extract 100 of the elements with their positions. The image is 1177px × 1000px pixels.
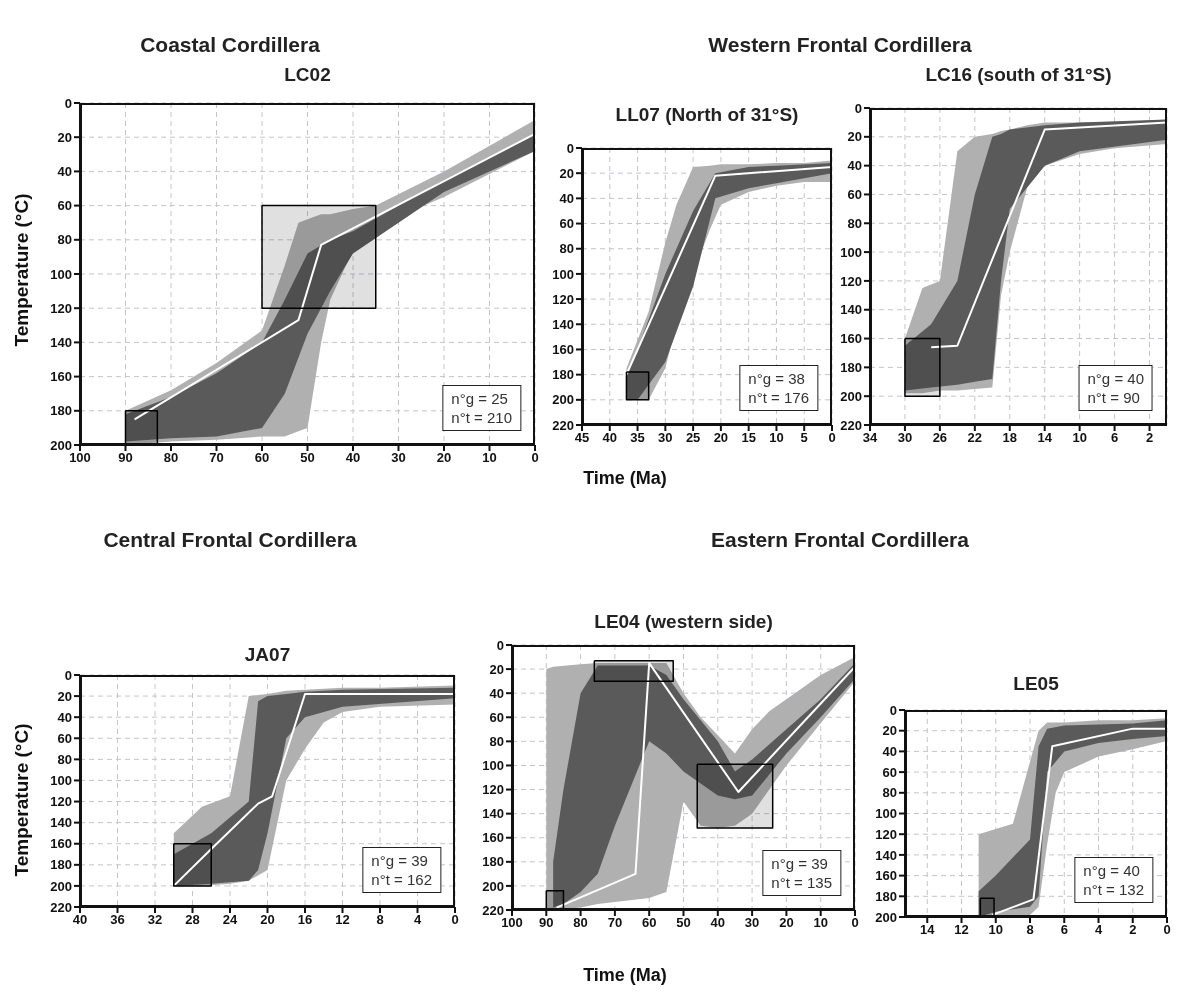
x-tick-label: 40 <box>710 915 726 931</box>
y-tick-label: 0 <box>64 667 72 683</box>
x-tick-label: 30 <box>744 915 760 931</box>
x-tick-label: 34 <box>862 430 878 446</box>
x-tick-label: 14 <box>920 922 936 938</box>
x-tick-label: 35 <box>630 430 645 446</box>
x-tick-label: 10 <box>1072 430 1087 446</box>
annotation: n°t = 210 <box>451 408 512 427</box>
chart-subtitle: JA07 <box>244 644 291 666</box>
y-tick-label: 140 <box>482 806 504 822</box>
x-tick-label: 8 <box>376 912 384 928</box>
x-tick-label: 12 <box>335 912 350 928</box>
x-tick-label: 20 <box>713 430 729 446</box>
y-tick-label: 40 <box>847 158 862 174</box>
y-tick-label: 220 <box>50 899 72 915</box>
y-tick-label: 20 <box>882 723 897 739</box>
x-tick-label: 20 <box>260 912 275 928</box>
y-tick-label: 20 <box>489 661 504 677</box>
y-tick-label: 40 <box>57 164 72 180</box>
x-tick-label: 10 <box>988 922 1003 938</box>
y-tick-label: 80 <box>489 733 504 749</box>
x-axis-title: Time (Ma) <box>583 467 667 489</box>
annotation: n°t = 135 <box>771 873 832 892</box>
annotation: n°g = 25 <box>451 389 509 408</box>
y-tick-label: 160 <box>50 836 72 852</box>
y-tick-label: 60 <box>489 709 504 725</box>
y-tick-label: 180 <box>840 359 862 375</box>
chart-subtitle: LE04 (western side) <box>594 611 773 633</box>
y-tick-label: 140 <box>50 335 72 351</box>
x-tick-label: 6 <box>1110 430 1119 446</box>
x-tick-label: 25 <box>685 430 701 446</box>
annotation: n°t = 176 <box>748 388 809 407</box>
annotation: n°g = 39 <box>371 851 429 870</box>
y-tick-label: 120 <box>482 782 504 798</box>
y-tick-label: 60 <box>847 187 862 203</box>
y-tick-label: 100 <box>840 244 862 260</box>
x-tick-label: 90 <box>539 915 554 931</box>
y-axis-title: Temperature (°C) <box>11 723 33 877</box>
y-tick-label: 200 <box>482 878 504 894</box>
chart-title: Central Frontal Cordillera <box>103 528 357 552</box>
annotation: n°t = 132 <box>1083 880 1144 899</box>
y-tick-label: 60 <box>57 730 72 746</box>
y-tick-label: 200 <box>50 878 72 894</box>
x-tick-label: 45 <box>574 430 590 446</box>
y-tick-label: 60 <box>882 764 897 780</box>
x-tick-label: 10 <box>769 430 784 446</box>
y-tick-label: 120 <box>50 794 72 810</box>
x-tick-label: 32 <box>147 912 163 928</box>
y-tick-label: 60 <box>559 216 574 232</box>
x-axis-title: Time (Ma) <box>583 964 667 986</box>
y-tick-label: 40 <box>57 709 72 725</box>
x-tick-label: 70 <box>607 915 623 931</box>
y-tick-label: 180 <box>50 403 72 419</box>
x-tick-label: 20 <box>436 450 452 466</box>
x-tick-label: 5 <box>800 430 808 446</box>
y-tick-label: 180 <box>482 854 504 870</box>
x-tick-label: 0 <box>451 912 459 928</box>
y-tick-label: 20 <box>559 165 574 181</box>
x-tick-label: 80 <box>573 915 588 931</box>
y-tick-label: 20 <box>57 688 72 704</box>
y-tick-label: 120 <box>875 826 897 842</box>
x-tick-label: 70 <box>209 450 224 466</box>
chart-title: Coastal Cordillera <box>140 33 320 57</box>
x-tick-label: 4 <box>413 912 422 928</box>
y-tick-label: 160 <box>50 369 72 385</box>
y-tick-label: 100 <box>50 773 72 789</box>
y-tick-label: 20 <box>57 129 72 145</box>
y-tick-label: 140 <box>552 316 574 332</box>
y-tick-label: 20 <box>847 129 862 145</box>
annotation: n°g = 40 <box>1083 861 1141 880</box>
x-tick-label: 22 <box>967 430 983 446</box>
y-tick-label: 60 <box>57 198 72 214</box>
annotation: n°g = 40 <box>1087 369 1144 388</box>
x-tick-label: 100 <box>501 915 523 931</box>
x-tick-label: 90 <box>118 450 133 466</box>
y-tick-label: 0 <box>64 95 72 111</box>
x-tick-label: 50 <box>676 915 691 931</box>
chart-subtitle: LL07 (North of 31°S) <box>615 104 799 126</box>
y-tick-label: 120 <box>552 291 574 307</box>
x-tick-label: 6 <box>1060 922 1068 938</box>
y-tick-label: 100 <box>552 266 574 282</box>
x-tick-label: 36 <box>110 912 125 928</box>
x-tick-label: 30 <box>897 430 913 446</box>
y-tick-label: 0 <box>496 637 504 653</box>
chart-subtitle: LC02 <box>284 64 331 86</box>
x-tick-label: 14 <box>1037 430 1053 446</box>
y-tick-label: 100 <box>875 806 897 822</box>
y-tick-label: 0 <box>854 100 862 116</box>
x-tick-label: 2 <box>1145 430 1154 446</box>
y-tick-label: 160 <box>875 868 897 884</box>
x-tick-label: 15 <box>741 430 756 446</box>
y-tick-label: 180 <box>50 857 72 873</box>
x-tick-label: 30 <box>658 430 673 446</box>
y-tick-label: 200 <box>552 392 574 408</box>
x-tick-label: 80 <box>163 450 179 466</box>
y-tick-label: 160 <box>552 342 574 358</box>
x-tick-label: 0 <box>828 430 836 446</box>
x-tick-label: 40 <box>602 430 618 446</box>
y-tick-label: 200 <box>50 437 72 453</box>
line-series <box>930 121 1167 349</box>
